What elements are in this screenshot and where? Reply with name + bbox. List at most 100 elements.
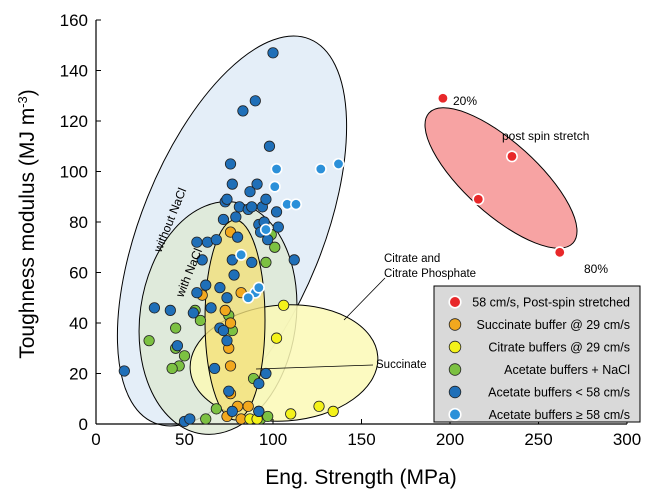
data-point xyxy=(272,221,284,233)
data-point xyxy=(314,162,327,175)
y-tick-label: 160 xyxy=(60,11,88,30)
x-tick-label: 200 xyxy=(436,430,464,449)
data-point xyxy=(472,193,485,206)
data-point xyxy=(191,287,203,299)
x-tick-label: 100 xyxy=(259,430,287,449)
annotation-citrate-line1: Citrate and xyxy=(384,253,440,265)
x-tick-label: 250 xyxy=(524,430,552,449)
data-point xyxy=(260,367,272,380)
annotation-succinate: Succinate xyxy=(376,359,427,371)
data-point xyxy=(260,193,272,205)
data-point xyxy=(436,92,449,105)
y-tick-label: 0 xyxy=(79,415,88,434)
data-point xyxy=(148,302,161,314)
data-point xyxy=(217,213,230,226)
y-axis-title: Toughness modulus (MJ m-3) xyxy=(15,89,39,359)
data-point xyxy=(217,324,230,337)
x-tick-label: 50 xyxy=(175,430,194,449)
legend-label: 58 cm/s, Post-spin stretched xyxy=(472,296,630,310)
data-point xyxy=(221,193,233,205)
data-point xyxy=(290,198,303,211)
x-tick-label: 150 xyxy=(347,430,375,449)
data-point xyxy=(228,269,240,281)
data-point xyxy=(221,335,233,347)
data-point xyxy=(244,186,256,198)
data-point xyxy=(214,282,226,294)
x-ticks: 0 50 100 150 200 250 300 xyxy=(91,419,641,449)
y-ticks: 0 20 40 60 80 100 120 140 160 xyxy=(60,11,101,434)
data-point xyxy=(260,256,272,268)
legend-label: Acetate buffers + NaCl xyxy=(504,363,630,377)
data-point xyxy=(268,180,281,193)
data-point xyxy=(226,178,238,190)
y-axis-title-main: Toughness modulus (MJ m xyxy=(16,108,39,359)
data-point xyxy=(170,322,182,334)
y-tick-label: 140 xyxy=(60,62,88,81)
data-point xyxy=(313,400,325,412)
data-point xyxy=(232,231,244,243)
data-point xyxy=(226,405,238,417)
legend-label: Citrate buffers @ 29 cm/s xyxy=(488,341,630,355)
legend-label: Acetate buffers < 58 cm/s xyxy=(488,386,630,400)
data-point xyxy=(259,223,272,236)
region-post-spin xyxy=(424,107,578,249)
series-0 xyxy=(436,92,566,259)
data-point xyxy=(224,158,237,170)
data-point xyxy=(200,413,212,425)
legend-label: Succinate buffer @ 29 cm/s xyxy=(476,318,630,332)
data-point xyxy=(200,279,212,291)
data-point xyxy=(252,281,265,294)
legend-marker xyxy=(448,295,462,309)
data-point xyxy=(221,292,233,304)
series-2 xyxy=(244,299,339,425)
data-point xyxy=(246,256,258,268)
data-point xyxy=(270,332,283,344)
data-point xyxy=(196,254,208,266)
data-point xyxy=(270,206,283,218)
data-point xyxy=(327,405,339,417)
data-point xyxy=(118,365,130,377)
data-point xyxy=(224,317,237,329)
legend-marker xyxy=(448,363,462,376)
data-point xyxy=(171,340,184,352)
data-point xyxy=(288,254,300,266)
data-point xyxy=(251,178,263,190)
y-tick-label: 100 xyxy=(60,163,88,182)
legend-marker xyxy=(448,318,462,331)
legend: 58 cm/s, Post-spin stretched Succinate bu… xyxy=(433,285,641,423)
legend-marker xyxy=(448,385,462,399)
data-point xyxy=(278,299,290,311)
y-tick-label: 20 xyxy=(69,365,88,384)
data-point xyxy=(505,150,518,163)
data-point xyxy=(249,95,261,107)
data-point xyxy=(184,413,196,425)
x-tick-label: 0 xyxy=(91,430,100,449)
legend-box xyxy=(433,285,641,423)
data-point xyxy=(253,405,265,417)
legend-marker xyxy=(448,407,462,422)
data-point xyxy=(269,241,281,253)
data-point xyxy=(194,314,207,327)
data-point xyxy=(263,140,276,152)
data-point xyxy=(237,105,249,117)
data-point xyxy=(208,362,221,375)
y-tick-label: 40 xyxy=(69,314,88,333)
data-point xyxy=(191,236,203,248)
data-point xyxy=(230,211,242,223)
y-axis-title-close: ) xyxy=(16,89,39,96)
y-tick-label: 80 xyxy=(69,213,88,232)
annotation-80pct: 80% xyxy=(584,262,608,276)
data-point xyxy=(178,350,191,362)
data-point xyxy=(223,385,235,397)
succinate-callout-line xyxy=(255,364,374,370)
annotation-citrate-line2: Citrate Phosphate xyxy=(384,268,476,280)
data-point xyxy=(267,47,279,59)
data-point xyxy=(210,403,222,415)
data-point xyxy=(226,254,238,266)
y-tick-label: 60 xyxy=(69,264,88,283)
x-tick-label: 300 xyxy=(613,430,641,449)
data-point xyxy=(285,408,297,420)
data-point xyxy=(205,302,217,314)
citrate-callout-line xyxy=(343,277,386,321)
